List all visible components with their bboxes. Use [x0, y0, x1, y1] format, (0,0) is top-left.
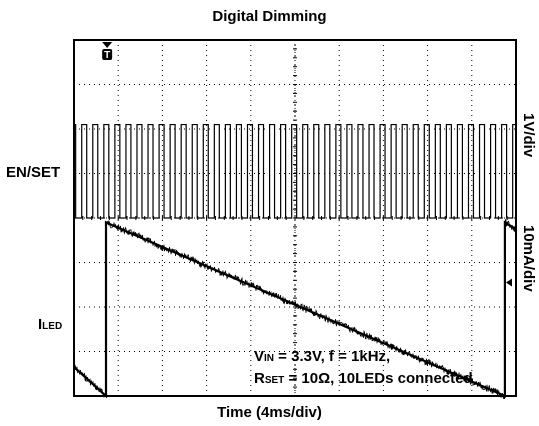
- annotation-line-1-text: = 3.3V, f = 1kHz,: [274, 348, 391, 365]
- channel1-label: EN/SET: [6, 164, 61, 181]
- trigger-marker-label: T: [104, 50, 110, 61]
- iled-trace-noise: [73, 218, 517, 399]
- annotation-r-sub: SET: [264, 375, 285, 386]
- chart-title: Digital Dimming: [212, 8, 327, 25]
- x-axis-label: Time (4ms/div): [217, 404, 322, 421]
- markers: T: [102, 42, 512, 287]
- conditions-annotation: VIN = 3.3V, f = 1kHz, RSET = 10Ω, 10LEDs…: [254, 347, 473, 391]
- grid: [73, 39, 517, 397]
- annotation-line-2-text: = 10Ω, 10LEDs connected: [284, 370, 473, 387]
- annotation-v-sub: IN: [264, 353, 275, 364]
- trigger-marker-arrow: [102, 42, 113, 48]
- trigger-marker-box: [102, 49, 113, 60]
- channel2-label-main: I: [38, 316, 43, 333]
- channel2-label-sub: LED: [42, 321, 63, 332]
- iled-trace: [73, 220, 517, 399]
- traces: [73, 123, 517, 399]
- annotation-v: V: [254, 348, 265, 365]
- annotation-line-2: RSET = 10Ω, 10LEDs connected: [254, 369, 473, 391]
- annotation-r: R: [254, 370, 265, 387]
- en-set-trace: [74, 123, 516, 219]
- annotation-line-1: VIN = 3.3V, f = 1kHz,: [254, 347, 473, 369]
- channel2-label: ILED: [38, 316, 62, 333]
- channel2-ground-marker: [506, 278, 512, 287]
